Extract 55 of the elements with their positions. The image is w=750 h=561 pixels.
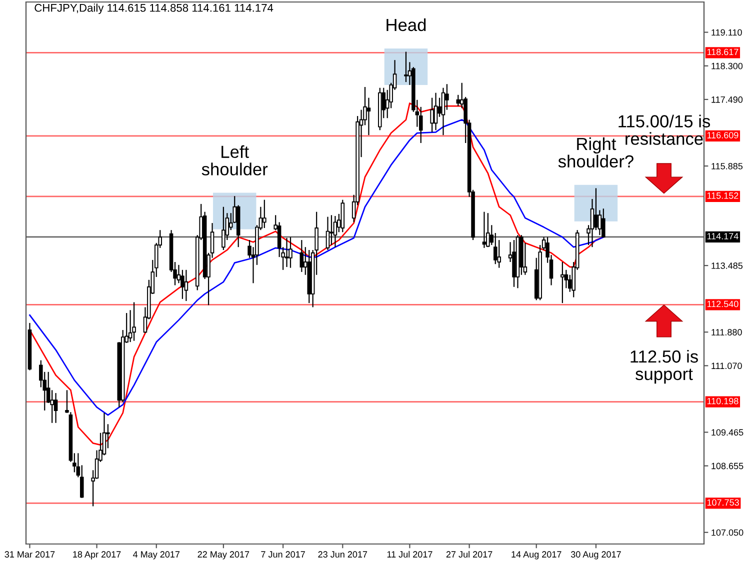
ref-line-label: 107.753 (707, 499, 739, 506)
candlestick (456, 94, 460, 107)
candlestick (54, 392, 58, 424)
x-tick-label: 14 Aug 2017 (512, 551, 562, 560)
y-tick-label: 118.300 (712, 62, 743, 70)
x-tick-label: 22 May 2017 (198, 551, 250, 560)
ref-line-label: 110.198 (707, 398, 738, 404)
y-tick-label: 111.880 (712, 329, 742, 336)
x-tick-label: 11 Jul 2017 (387, 550, 432, 558)
candlestick (560, 261, 564, 304)
candlestick (434, 92, 438, 131)
candlestick (284, 237, 289, 268)
candlestick (184, 269, 188, 302)
candlestick (262, 199, 266, 229)
y-tick-label: 109.465 (712, 429, 744, 436)
y-tick-label: 108.655 (712, 462, 744, 470)
y-tick-label: 107.050 (712, 529, 744, 536)
candlestick (602, 208, 606, 238)
y-tick-label: 113.485 (712, 262, 743, 269)
x-tick-label: 30 Aug 2017 (570, 551, 621, 560)
annotation: 112.50 is support (630, 350, 698, 384)
x-tick-label: 18 Apr 2017 (73, 551, 121, 560)
candlestick (300, 239, 304, 273)
ref-line-label: 115.152 (707, 192, 738, 199)
x-tick-label: 31 Mar 2017 (4, 551, 55, 558)
candlestick (494, 232, 498, 265)
annotation: Left shoulder (202, 145, 268, 176)
x-tick-label: 27 Jul 2017 (446, 550, 492, 558)
x-tick-label: 23 Jun 2017 (318, 551, 368, 558)
candlestick (430, 97, 434, 133)
y-tick-label: 119.110 (712, 29, 742, 36)
candlestick (180, 269, 184, 300)
ref-line-label: 118.617 (707, 48, 738, 56)
ref-line-label: 114.174 (707, 233, 738, 240)
candlestick (288, 236, 292, 268)
candlestick (132, 302, 136, 342)
y-tick-label: 115.885 (712, 162, 743, 170)
candlestick (333, 215, 338, 248)
y-tick-label: 111.070 (712, 362, 742, 370)
candlestick (486, 212, 490, 248)
candlestick (326, 216, 330, 251)
candlestick (404, 51, 408, 83)
candlestick (482, 211, 486, 248)
chart-title: CHFJPY,Daily 114.615 114.858 114.161 114.174 (34, 4, 274, 14)
candlestick (222, 206, 226, 251)
annotation: Head (386, 18, 426, 32)
candlestick (366, 97, 371, 136)
candlestick (441, 87, 446, 136)
candlestick (594, 188, 598, 231)
candlestick (330, 214, 334, 246)
ref-line-label: 116.609 (707, 132, 738, 138)
x-tick-label: 4 May 2017 (133, 551, 180, 560)
ref-line-label: 112.540 (707, 300, 738, 308)
x-tick-label: 7 Jun 2017 (261, 551, 305, 558)
y-tick-label: 117.490 (712, 96, 743, 103)
